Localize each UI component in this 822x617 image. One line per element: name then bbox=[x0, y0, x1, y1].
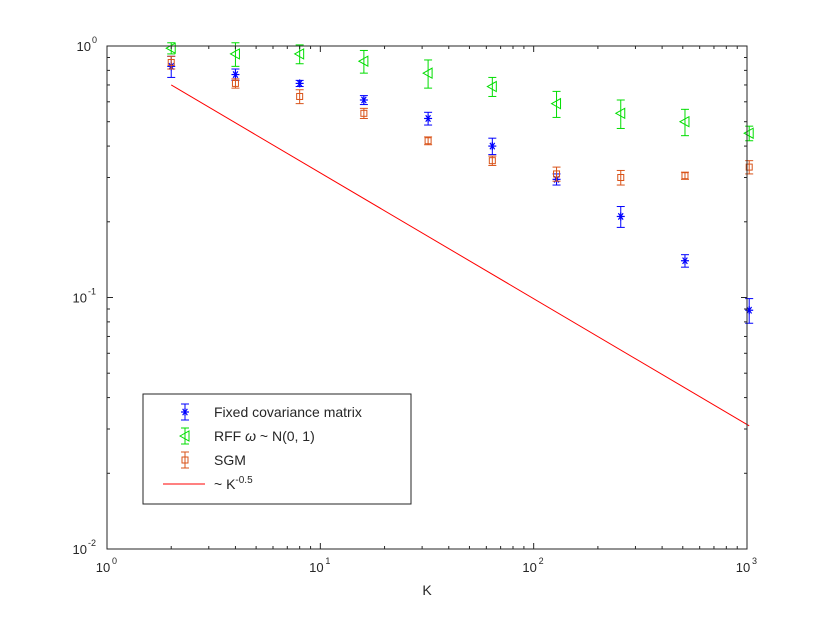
data-point bbox=[486, 80, 497, 93]
y-tick-exponent: -2 bbox=[88, 538, 96, 548]
data-point bbox=[680, 256, 689, 265]
legend-entry: SGM bbox=[181, 451, 246, 469]
data-point bbox=[617, 174, 625, 182]
x-tick-exponent: 0 bbox=[112, 556, 117, 566]
data-point bbox=[231, 79, 239, 87]
data-point bbox=[488, 142, 497, 151]
reference-line bbox=[170, 84, 750, 427]
legend-marker bbox=[181, 408, 189, 416]
data-point bbox=[295, 79, 304, 88]
data-layer bbox=[165, 42, 754, 427]
data-point bbox=[550, 97, 562, 110]
data-point bbox=[424, 114, 433, 123]
legend-entry: RFF ω ~ N(0, 1) bbox=[178, 427, 315, 445]
data-point bbox=[422, 67, 433, 79]
legend-text-part: ~ N(0, 1) bbox=[256, 428, 315, 444]
y-tick-label: 10 bbox=[73, 542, 87, 557]
data-point bbox=[616, 212, 625, 221]
x-tick-label: 10 bbox=[309, 560, 323, 575]
legend-text-part: RFF bbox=[214, 428, 245, 444]
data-point bbox=[424, 137, 432, 145]
legend-marker bbox=[178, 430, 190, 442]
data-point bbox=[745, 163, 753, 171]
legend-text-part: ~ K bbox=[214, 476, 236, 492]
series-1 bbox=[165, 42, 754, 142]
x-tick-exponent: 3 bbox=[752, 556, 757, 566]
legend: Fixed covariance matrix RFF ω ~ N(0, 1) SG… bbox=[142, 393, 412, 505]
data-point bbox=[553, 170, 561, 178]
x-tick-label: 10 bbox=[522, 560, 536, 575]
legend-marker bbox=[181, 456, 189, 464]
data-point bbox=[743, 127, 754, 140]
legend-entry: ~ K-0.5 bbox=[163, 475, 253, 492]
data-point bbox=[681, 172, 689, 180]
legend-label: Fixed covariance matrix bbox=[214, 404, 362, 420]
x-tick-exponent: 2 bbox=[539, 556, 544, 566]
y-tick-label: 10 bbox=[73, 291, 87, 306]
legend-symbol: ω bbox=[245, 428, 256, 444]
data-point bbox=[488, 157, 496, 165]
legend-label: SGM bbox=[214, 452, 246, 468]
data-point bbox=[360, 109, 368, 117]
series-3 bbox=[170, 84, 750, 427]
axis-ticks: 10 0 10 1 10 2 10 310 -210 -110 0 bbox=[73, 35, 757, 575]
series-2 bbox=[167, 55, 754, 186]
y-tick-exponent: -1 bbox=[88, 287, 96, 297]
data-point bbox=[231, 70, 240, 79]
x-tick-label: 10 bbox=[96, 560, 110, 575]
y-tick-label: 10 bbox=[77, 39, 91, 54]
legend-entry: Fixed covariance matrix bbox=[181, 403, 362, 421]
x-axis-label: K bbox=[422, 582, 432, 598]
data-point bbox=[167, 58, 175, 66]
x-tick-label: 10 bbox=[736, 560, 750, 575]
data-point bbox=[359, 95, 368, 104]
legend-exponent: -0.5 bbox=[235, 475, 253, 486]
data-point bbox=[745, 306, 754, 315]
y-tick-exponent: 0 bbox=[92, 35, 97, 45]
legend-label: RFF ω ~ N(0, 1) bbox=[214, 428, 315, 444]
legend-label: ~ K-0.5 bbox=[214, 475, 253, 492]
data-point bbox=[293, 48, 305, 60]
data-point bbox=[296, 92, 304, 100]
x-tick-exponent: 1 bbox=[325, 556, 330, 566]
data-point bbox=[229, 48, 240, 60]
data-point bbox=[678, 115, 690, 128]
data-point bbox=[614, 107, 626, 120]
data-point bbox=[357, 55, 369, 68]
